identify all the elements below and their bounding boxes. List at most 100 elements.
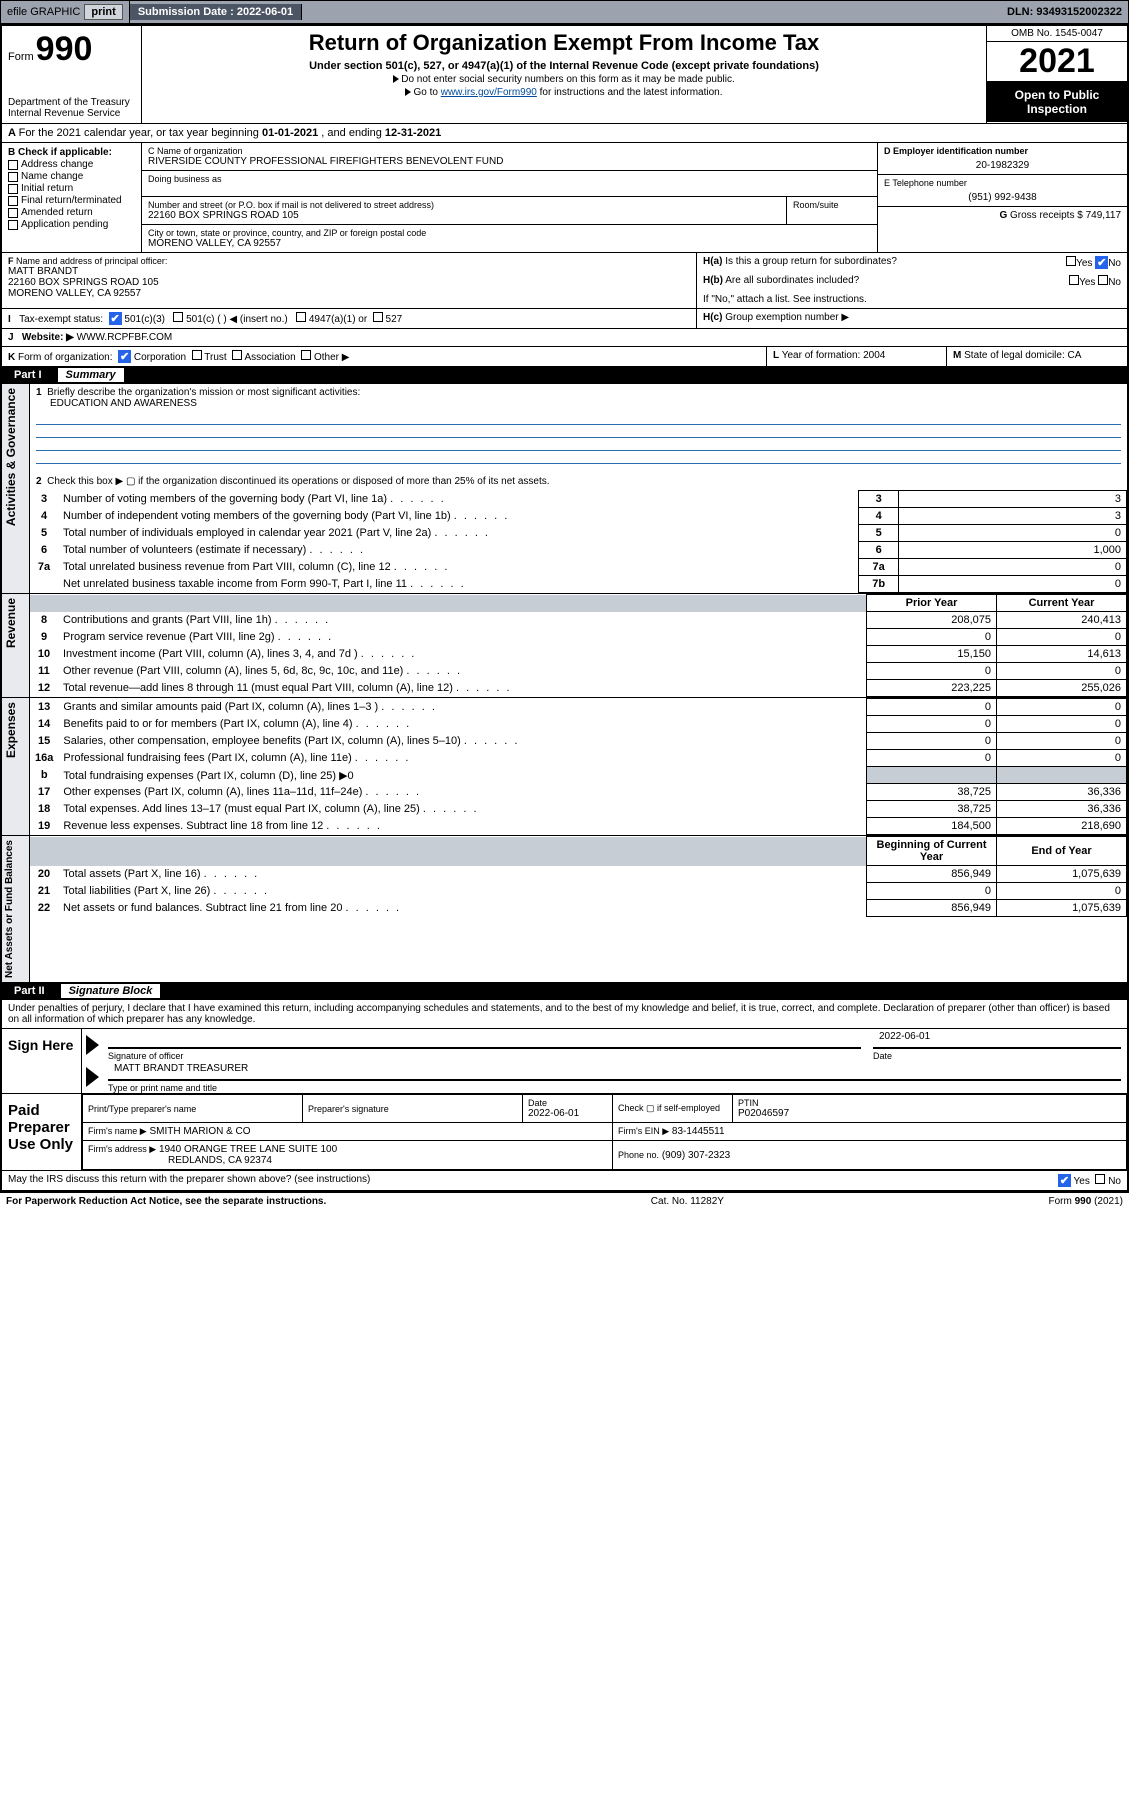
- ck-trust[interactable]: [192, 350, 202, 360]
- form-subtitle-3: Go to www.irs.gov/Form990 for instructio…: [148, 87, 980, 98]
- firm-name: SMITH MARION & CO: [149, 1126, 250, 1137]
- row-desc: Salaries, other compensation, employee b…: [58, 733, 866, 750]
- room-label: Room/suite: [793, 200, 871, 210]
- row-val: 0: [899, 525, 1127, 542]
- exp-block: Expenses 13 Grants and similar amounts p…: [2, 697, 1127, 835]
- block-bcdefg: B Check if applicable: Address change Na…: [2, 142, 1127, 252]
- triangle-icon: [393, 75, 399, 83]
- row-num: 12: [30, 680, 58, 697]
- ck-amended[interactable]: Amended return: [8, 207, 135, 218]
- row-desc: Number of voting members of the governin…: [58, 491, 859, 508]
- col-deg: D Employer identification number 20-1982…: [877, 143, 1127, 252]
- ck-527[interactable]: [373, 312, 383, 322]
- row-desc: Total number of individuals employed in …: [58, 525, 859, 542]
- row-num: 13: [30, 699, 58, 716]
- phone-label: Phone no.: [618, 1150, 659, 1160]
- ck-name[interactable]: Name change: [8, 171, 135, 182]
- line2: 2 Check this box ▶ ▢ if the organization…: [30, 473, 1127, 490]
- row-prior: 0: [867, 716, 997, 733]
- e-block: E Telephone number (951) 992-9438: [878, 175, 1127, 207]
- form-title: Return of Organization Exempt From Incom…: [148, 30, 980, 56]
- col-c: C Name of organization RIVERSIDE COUNTY …: [142, 143, 877, 252]
- ck-initial[interactable]: Initial return: [8, 183, 135, 194]
- l2-text: Check this box ▶ ▢ if the organization d…: [47, 476, 549, 487]
- row-num: 10: [30, 646, 58, 663]
- officer-addr2: MORENO VALLEY, CA 92557: [8, 288, 690, 299]
- row-prior: 15,150: [867, 646, 997, 663]
- row-num: 22: [30, 900, 58, 917]
- row-curr: 0: [997, 750, 1127, 767]
- ck-other[interactable]: [301, 350, 311, 360]
- city-val: MORENO VALLEY, CA 92557: [148, 238, 871, 249]
- footer-mid: Cat. No. 11282Y: [651, 1196, 724, 1207]
- row-num: 7a: [30, 559, 58, 576]
- open-public-badge: Open to Public Inspection: [987, 82, 1127, 122]
- row-prior: 0: [867, 750, 997, 767]
- dba-block: Doing business as: [142, 171, 877, 197]
- paid-table: Print/Type preparer's name Preparer's si…: [82, 1094, 1127, 1170]
- row-desc: Investment income (Part VIII, column (A)…: [58, 646, 867, 663]
- row-curr: 0: [997, 699, 1127, 716]
- row-curr: 0: [997, 733, 1127, 750]
- firm-name-label: Firm's name ▶: [88, 1126, 147, 1136]
- l1-label: Briefly describe the organization's miss…: [47, 387, 360, 398]
- part2-title: Signature Block: [61, 984, 161, 998]
- net-block: Net Assets or Fund Balances Beginning of…: [2, 835, 1127, 982]
- print-button[interactable]: print: [84, 4, 122, 20]
- sig-officer-label: Signature of officer: [102, 1051, 867, 1061]
- row-curr: 1,075,639: [997, 900, 1127, 917]
- row-desc: Net assets or fund balances. Subtract li…: [58, 900, 867, 917]
- dba-label: Doing business as: [148, 174, 871, 184]
- prep-phone: (909) 307-2323: [662, 1150, 730, 1161]
- ha-answer: Yes ✔No: [1066, 256, 1121, 269]
- ck-corp[interactable]: ✔: [118, 350, 131, 363]
- c-name-block: C Name of organization RIVERSIDE COUNTY …: [142, 143, 877, 171]
- row-desc: Total fundraising expenses (Part IX, col…: [58, 767, 866, 784]
- form-subtitle-1: Under section 501(c), 527, or 4947(a)(1)…: [148, 60, 980, 72]
- row-prior: 0: [867, 663, 997, 680]
- row-desc: Revenue less expenses. Subtract line 18 …: [58, 818, 866, 835]
- ck-4947[interactable]: [296, 312, 306, 322]
- m-label: State of legal domicile:: [964, 350, 1065, 361]
- row-desc: Total unrelated business revenue from Pa…: [58, 559, 859, 576]
- row-val: 0: [899, 559, 1127, 576]
- year-formation: 2004: [863, 350, 885, 361]
- ck-address[interactable]: Address change: [8, 159, 135, 170]
- form-container: Form 990 Department of the Treasury Inte…: [0, 24, 1129, 1192]
- row-num: b: [30, 767, 58, 784]
- row-desc: Benefits paid to or for members (Part IX…: [58, 716, 866, 733]
- net-table: Beginning of Current Year End of Year20 …: [30, 836, 1127, 917]
- row-desc: Net unrelated business taxable income fr…: [58, 576, 859, 593]
- name-title-label: Type or print name and title: [102, 1083, 1127, 1093]
- row-val: 3: [899, 508, 1127, 525]
- declaration: Under penalties of perjury, I declare th…: [2, 1000, 1127, 1028]
- efile-label: efile GRAPHIC: [7, 6, 80, 18]
- website-val: WWW.RCPFBF.COM: [77, 332, 173, 343]
- ck-assoc[interactable]: [232, 350, 242, 360]
- row-code: 4: [859, 508, 899, 525]
- j-label: Website: ▶: [22, 332, 74, 343]
- hc-label: Group exemption number ▶: [725, 312, 849, 323]
- gross-receipts: 749,117: [1086, 210, 1121, 221]
- ck-501c[interactable]: [173, 312, 183, 322]
- row-curr: 0: [997, 629, 1127, 646]
- irs-link[interactable]: www.irs.gov/Form990: [441, 87, 537, 98]
- row-num: 18: [30, 801, 58, 818]
- l-block: L Year of formation: 2004: [767, 347, 947, 366]
- summary-block: Activities & Governance 1 Briefly descri…: [2, 384, 1127, 593]
- side-rev-label: Revenue: [2, 594, 20, 652]
- discuss-label: May the IRS discuss this return with the…: [8, 1174, 1058, 1187]
- beg-year-head: Beginning of Current Year: [867, 837, 997, 866]
- row-prior: 0: [867, 883, 997, 900]
- row-num: 11: [30, 663, 58, 680]
- block-fh: F Name and address of principal officer:…: [2, 252, 1127, 308]
- row-desc: Program service revenue (Part VIII, line…: [58, 629, 867, 646]
- ck-final[interactable]: Final return/terminated: [8, 195, 135, 206]
- page-footer: For Paperwork Reduction Act Notice, see …: [0, 1192, 1129, 1210]
- domicile-val: CA: [1068, 350, 1082, 361]
- row-prior: 856,949: [867, 866, 997, 883]
- ck-pending[interactable]: Application pending: [8, 219, 135, 230]
- hc-block: H(c) Group exemption number ▶: [697, 309, 1127, 329]
- dept-label: Department of the Treasury: [8, 97, 135, 108]
- ck-501c3[interactable]: ✔: [109, 312, 122, 325]
